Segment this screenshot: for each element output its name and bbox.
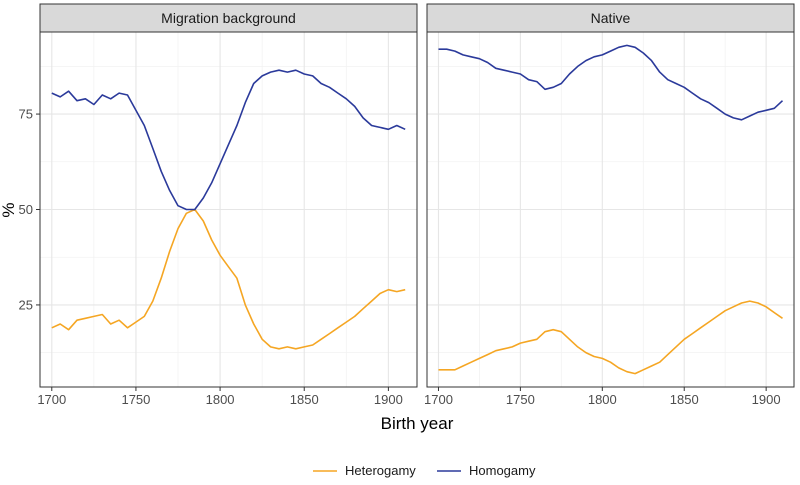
x-tick-label: 1850 [290, 392, 319, 407]
panel-native-lines [438, 44, 784, 375]
x-tick-label: 1800 [588, 392, 617, 407]
series-line-heterogamy [51, 208, 406, 350]
y-tick-label: 75 [19, 107, 33, 122]
series-line-heterogamy [438, 300, 783, 375]
y-axis-title: % [0, 202, 18, 217]
x-tick-label: 1750 [121, 392, 150, 407]
legend: Heterogamy Homogamy [313, 463, 536, 478]
series-line-homogamy [438, 44, 784, 121]
panel-native-title: Native [591, 10, 631, 26]
panel-native-border [426, 31, 795, 388]
series-line-homogamy [51, 69, 406, 211]
panel-native-grid [427, 32, 794, 387]
x-tick-label: 1800 [206, 392, 235, 407]
x-axis-title: Birth year [381, 414, 454, 433]
panel-migration-background-lines [51, 69, 406, 350]
x-tick-label: 1700 [37, 392, 66, 407]
legend-label-homogamy: Homogamy [469, 463, 536, 478]
x-tick-label: 1700 [424, 392, 453, 407]
panel-migration-background-grid [40, 32, 417, 387]
panel-native-x-axis: 1700 1750 1800 1850 1900 [424, 387, 781, 407]
legend-label-heterogamy: Heterogamy [345, 463, 416, 478]
panel-migration-background-strip [39, 3, 418, 33]
panel-native: Native 1700 1750 1800 1850 1900 [424, 3, 795, 407]
y-tick-label: 50 [19, 202, 33, 217]
y-tick-label: 25 [19, 297, 33, 312]
x-tick-label: 1900 [752, 392, 781, 407]
x-tick-label: 1850 [670, 392, 699, 407]
panel-migration-background: Migration background 1700 1750 1800 1850 190… [19, 3, 418, 407]
x-tick-label: 1900 [374, 392, 403, 407]
y-axis: 25 50 75 [19, 107, 40, 312]
panel-migration-background-title: Migration background [161, 10, 296, 26]
panel-migration-background-x-axis: 1700 1750 1800 1850 1900 [37, 387, 403, 407]
x-tick-label: 1750 [506, 392, 535, 407]
